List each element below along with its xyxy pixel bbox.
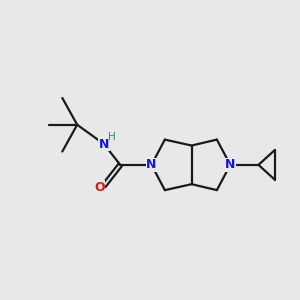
Text: H: H <box>108 132 116 142</box>
Text: N: N <box>146 158 157 171</box>
Text: O: O <box>94 181 105 194</box>
Text: N: N <box>225 158 236 171</box>
Text: N: N <box>99 138 109 151</box>
